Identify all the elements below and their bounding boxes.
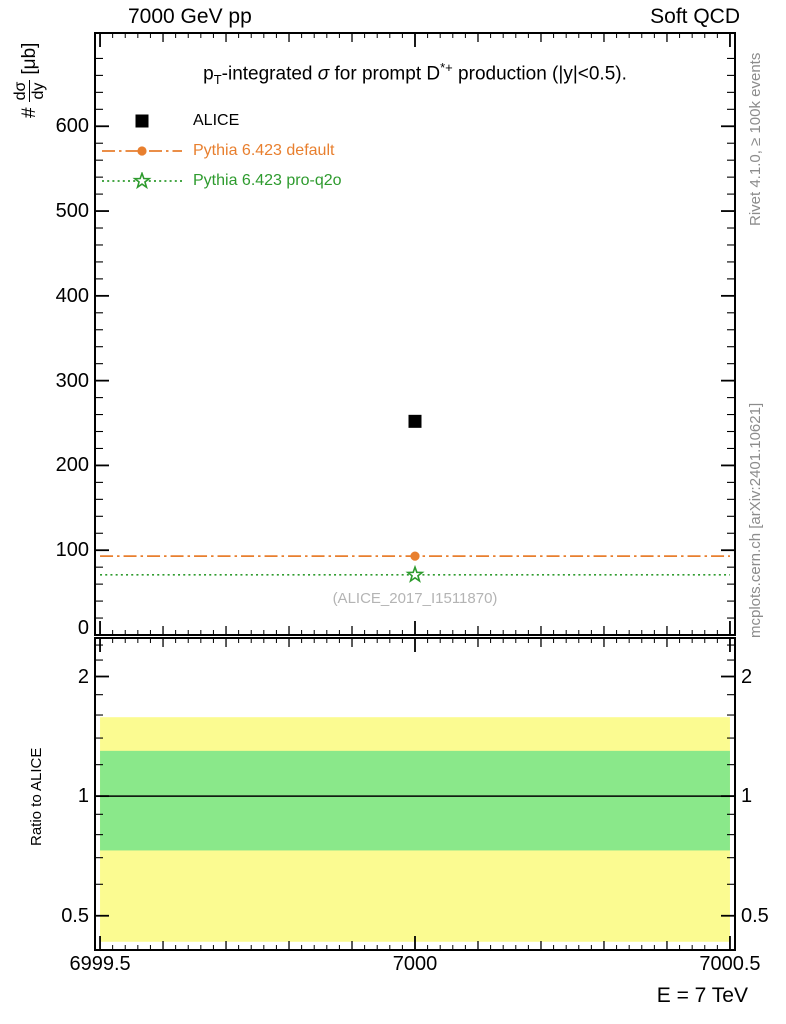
x-axis-label: E = 7 TeV: [656, 984, 748, 1007]
legend-marker-1: [137, 146, 147, 156]
beam-energy-header: 7000 GeV pp: [128, 5, 252, 28]
process-group-header: Soft QCD: [650, 5, 740, 28]
main-y-tick-label: 500: [55, 200, 89, 223]
legend: ALICE Pythia 6.423 default Pythia 6.423 …: [100, 106, 342, 196]
title-d-sup: *+: [440, 60, 453, 75]
main-panel-frame: [94, 32, 736, 636]
x-tick-label: 6999.5: [69, 953, 131, 975]
legend-item-pythia-proq2o: Pythia 6.423 pro-q2o: [100, 166, 342, 196]
ratio-y-tick-label-left: 0.5: [61, 904, 89, 927]
plot-marker-2: [405, 564, 425, 583]
alice-marker-icon: [100, 112, 184, 130]
x-tick-label: 7000: [392, 953, 438, 975]
plot-title: pT-integrated σ for prompt D*+ productio…: [95, 60, 735, 87]
plot-marker-1: [410, 551, 420, 561]
pythia-proq2o-marker-icon: [100, 171, 184, 190]
legend-label-pythia-proq2o: Pythia 6.423 pro-q2o: [193, 172, 342, 189]
main-y-tick-label: 600: [55, 115, 89, 138]
legend-marker-svg-1: [102, 146, 182, 156]
ylabel-unit: [μb]: [18, 42, 40, 75]
legend-marker-svg-2: [102, 171, 182, 190]
title-sigma: σ: [317, 63, 330, 85]
main-y-tick-label: 200: [55, 454, 89, 477]
ratio-y-axis-label: Ratio to ALICE: [28, 747, 45, 846]
title-tail: production (|y|<0.5).: [452, 63, 627, 85]
legend-marker-svg-0: [135, 114, 149, 128]
legend-item-pythia-default: Pythia 6.423 default: [100, 136, 342, 166]
legend-label-alice: ALICE: [193, 112, 240, 129]
title-mid2: for prompt D: [329, 63, 441, 85]
main-y-tick-label: 100: [55, 539, 89, 562]
pythia-default-marker-icon: [100, 142, 184, 160]
ylabel-prefix: #: [18, 107, 40, 118]
main-y-tick-label: 400: [55, 284, 89, 307]
ylabel-fraction-numerator: dσ: [12, 79, 31, 103]
title-p: p: [203, 63, 214, 85]
legend-marker-0: [135, 114, 149, 128]
main-y-tick-label: 0: [77, 617, 89, 639]
legend-label-pythia-default: Pythia 6.423 default: [193, 142, 335, 159]
ratio-y-tick-label-left: 1: [77, 785, 89, 808]
plot-marker-0: [408, 414, 422, 428]
rivet-version-note: Rivet 4.1.0, ≥ 100k events: [747, 52, 764, 226]
ratio-y-tick-label-right: 2: [741, 665, 753, 688]
main-y-axis-label: # dσ dy [μb]: [12, 43, 48, 118]
mcplots-attribution-note: mcplots.cern.ch [arXiv:2401.10621]: [747, 402, 764, 638]
legend-item-alice: ALICE: [100, 106, 342, 136]
x-tick-label: 7000.5: [699, 953, 761, 975]
ylabel-fraction-denominator: dy: [30, 82, 48, 100]
title-p-sub: T: [213, 72, 222, 88]
legend-marker-2: [132, 171, 152, 190]
title-mid: -integrated: [221, 63, 318, 85]
ratio-y-tick-label-right: 1: [741, 785, 753, 808]
ratio-y-tick-label-left: 2: [77, 665, 89, 688]
main-y-tick-label: 300: [55, 369, 89, 392]
ylabel-fraction: dσ dy: [12, 79, 48, 103]
ratio-band-inner-uncertainty: [100, 750, 730, 851]
ratio-panel-frame: [94, 637, 736, 951]
ratio-y-tick-label-right: 0.5: [741, 904, 769, 927]
analysis-reference-watermark: (ALICE_2017_I1511870): [332, 590, 498, 607]
